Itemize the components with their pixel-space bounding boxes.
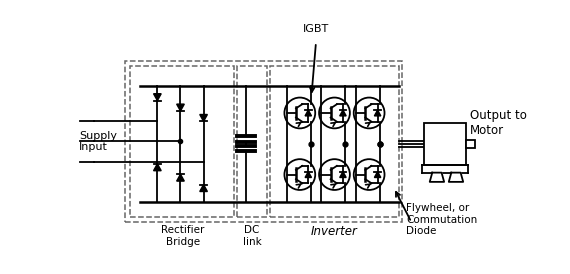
Text: Supply
Input: Supply Input bbox=[79, 131, 117, 152]
Polygon shape bbox=[177, 174, 184, 181]
Polygon shape bbox=[430, 173, 444, 182]
Polygon shape bbox=[449, 173, 463, 182]
Polygon shape bbox=[153, 164, 161, 171]
Text: DC
link: DC link bbox=[243, 226, 262, 247]
Bar bbox=[125, 61, 402, 222]
Polygon shape bbox=[177, 104, 184, 111]
Text: Output to
Motor: Output to Motor bbox=[470, 109, 527, 137]
Polygon shape bbox=[374, 172, 381, 178]
Text: Inverter: Inverter bbox=[311, 226, 358, 238]
Polygon shape bbox=[374, 110, 381, 116]
Polygon shape bbox=[305, 110, 312, 116]
Polygon shape bbox=[305, 172, 312, 178]
Bar bbox=[237, 66, 267, 217]
Polygon shape bbox=[340, 110, 346, 116]
Text: IGBT: IGBT bbox=[303, 24, 329, 35]
Bar bbox=[424, 122, 466, 165]
Text: Rectifier
Bridge: Rectifier Bridge bbox=[161, 226, 205, 247]
Bar bbox=[270, 66, 399, 217]
Bar bbox=[466, 140, 475, 148]
Polygon shape bbox=[153, 94, 161, 101]
Polygon shape bbox=[340, 172, 346, 178]
Text: Flywheel, or
Commutation
Diode: Flywheel, or Commutation Diode bbox=[406, 203, 477, 236]
Bar bbox=[131, 66, 234, 217]
Polygon shape bbox=[200, 185, 207, 192]
Polygon shape bbox=[200, 115, 207, 121]
